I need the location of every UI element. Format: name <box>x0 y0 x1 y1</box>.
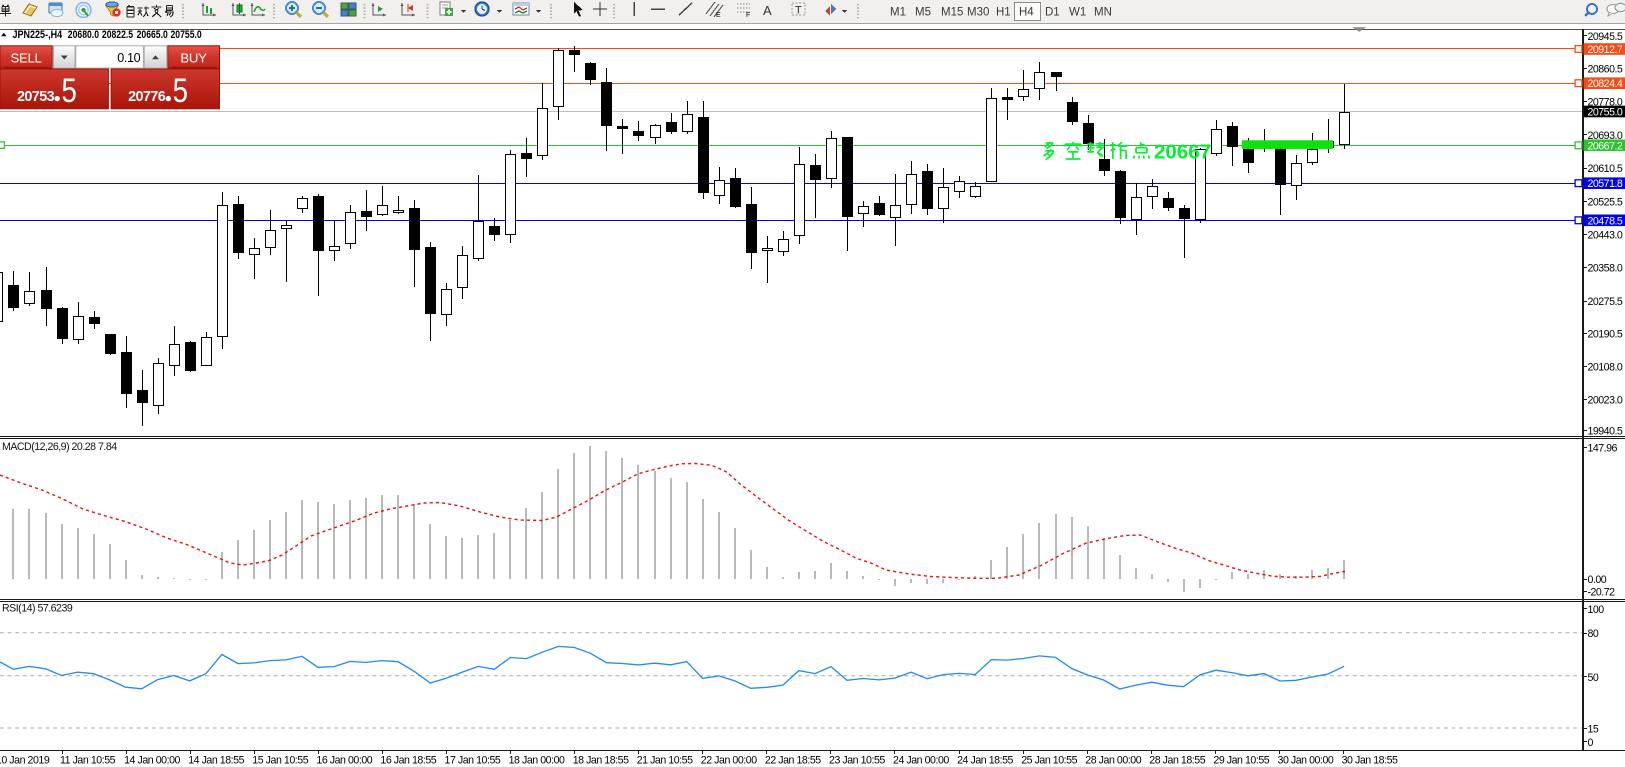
svg-text:15 Jan 10:55: 15 Jan 10:55 <box>252 755 308 767</box>
svg-text:MACD(12,26,9) 20.28 7.84: MACD(12,26,9) 20.28 7.84 <box>2 441 117 453</box>
svg-text:D1: D1 <box>1045 7 1060 19</box>
svg-text:11 Jan 10:55: 11 Jan 10:55 <box>60 755 116 767</box>
svg-text:20824.4: 20824.4 <box>1588 78 1623 90</box>
svg-text:10 Jan 2019: 10 Jan 2019 <box>0 755 50 767</box>
svg-text:20667: 20667 <box>1154 141 1211 164</box>
svg-text:M15: M15 <box>941 7 963 19</box>
svg-text:20023.0: 20023.0 <box>1588 395 1623 407</box>
svg-text:20478.5: 20478.5 <box>1588 215 1623 227</box>
svg-text:21 Jan 10:55: 21 Jan 10:55 <box>637 755 693 767</box>
svg-text:M5: M5 <box>915 7 931 19</box>
svg-text:20358.0: 20358.0 <box>1588 263 1623 275</box>
svg-text:18 Jan 00:00: 18 Jan 00:00 <box>509 755 565 767</box>
svg-text:20755.0: 20755.0 <box>1588 107 1623 119</box>
svg-text:SELL: SELL <box>10 50 41 65</box>
svg-text:28 Jan 18:55: 28 Jan 18:55 <box>1149 755 1205 767</box>
svg-text:30 Jan 00:00: 30 Jan 00:00 <box>1278 755 1334 767</box>
svg-text:20525.5: 20525.5 <box>1588 196 1623 208</box>
svg-text:20860.5: 20860.5 <box>1588 64 1623 76</box>
svg-text:18 Jan 18:55: 18 Jan 18:55 <box>573 755 629 767</box>
svg-text:20667.2: 20667.2 <box>1588 140 1623 152</box>
svg-text:RSI(14) 57.6239: RSI(14) 57.6239 <box>2 602 73 614</box>
svg-text:E: E <box>716 12 721 19</box>
svg-text:JPN225-,H4: JPN225-,H4 <box>13 29 63 41</box>
svg-text:20945.5: 20945.5 <box>1588 31 1623 43</box>
svg-text:147.96: 147.96 <box>1588 443 1618 455</box>
svg-text:100: 100 <box>1588 604 1605 616</box>
svg-text:23 Jan 10:55: 23 Jan 10:55 <box>829 755 885 767</box>
svg-text:15: 15 <box>1588 723 1599 735</box>
svg-text:20912.7: 20912.7 <box>1588 44 1623 56</box>
svg-text:M1: M1 <box>890 7 906 19</box>
svg-text:20443.0: 20443.0 <box>1588 230 1623 242</box>
svg-text:14 Jan 18:55: 14 Jan 18:55 <box>188 755 244 767</box>
svg-text:BUY: BUY <box>180 50 207 65</box>
svg-text:29 Jan 10:55: 29 Jan 10:55 <box>1213 755 1269 767</box>
svg-text:22 Jan 18:55: 22 Jan 18:55 <box>765 755 821 767</box>
svg-text:17 Jan 10:55: 17 Jan 10:55 <box>445 755 501 767</box>
svg-text:M30: M30 <box>967 7 989 19</box>
svg-text:W1: W1 <box>1069 7 1086 19</box>
svg-text:0.10: 0.10 <box>117 51 140 65</box>
svg-text:0: 0 <box>1588 737 1594 749</box>
svg-text:20610.5: 20610.5 <box>1588 163 1623 175</box>
svg-text:5: 5 <box>62 72 77 110</box>
svg-text:30 Jan 18:55: 30 Jan 18:55 <box>1342 755 1398 767</box>
svg-text:H4: H4 <box>1019 7 1034 19</box>
svg-text:20776: 20776 <box>128 89 166 105</box>
svg-text:16 Jan 18:55: 16 Jan 18:55 <box>380 755 436 767</box>
svg-text:20753: 20753 <box>17 89 55 105</box>
svg-text:H1: H1 <box>996 7 1011 19</box>
svg-text:-20.72: -20.72 <box>1588 587 1616 599</box>
svg-text:MN: MN <box>1094 7 1112 19</box>
svg-text:24 Jan 18:55: 24 Jan 18:55 <box>957 755 1013 767</box>
svg-text:20755.0: 20755.0 <box>171 29 202 41</box>
svg-text:5: 5 <box>173 72 188 110</box>
svg-text:20693.0: 20693.0 <box>1588 130 1623 142</box>
svg-text:F: F <box>746 12 750 19</box>
svg-text:T: T <box>795 5 802 17</box>
svg-text:25 Jan 10:55: 25 Jan 10:55 <box>1021 755 1077 767</box>
svg-text:20680.0: 20680.0 <box>68 29 99 41</box>
svg-text:A: A <box>763 3 772 18</box>
svg-text:28 Jan 00:00: 28 Jan 00:00 <box>1085 755 1141 767</box>
svg-text:20190.5: 20190.5 <box>1588 329 1623 341</box>
svg-text:20275.5: 20275.5 <box>1588 296 1623 308</box>
svg-text:22 Jan 00:00: 22 Jan 00:00 <box>701 755 757 767</box>
svg-text:80: 80 <box>1588 628 1599 640</box>
svg-text:19940.5: 19940.5 <box>1588 426 1623 438</box>
svg-text:20108.0: 20108.0 <box>1588 362 1623 374</box>
svg-text:16 Jan 00:00: 16 Jan 00:00 <box>316 755 372 767</box>
svg-text:20822.5: 20822.5 <box>102 29 133 41</box>
svg-text:14 Jan 00:00: 14 Jan 00:00 <box>124 755 180 767</box>
svg-text:0.00: 0.00 <box>1588 574 1607 586</box>
svg-text:20571.8: 20571.8 <box>1588 178 1623 190</box>
svg-text:24 Jan 00:00: 24 Jan 00:00 <box>893 755 949 767</box>
svg-text:50: 50 <box>1588 672 1599 684</box>
svg-text:20665.0: 20665.0 <box>137 29 168 41</box>
svg-text:20778.0: 20778.0 <box>1588 97 1623 109</box>
